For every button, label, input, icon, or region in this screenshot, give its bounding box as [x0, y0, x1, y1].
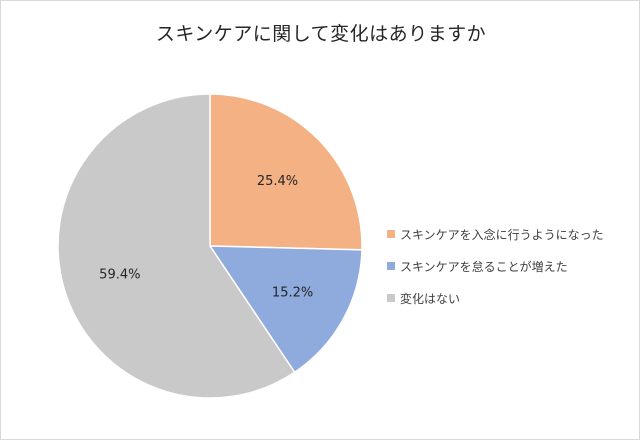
legend-swatch-1	[387, 230, 395, 238]
data-label-2: 15.2%	[272, 285, 313, 300]
chart-title: スキンケアに関して変化はありますか	[155, 23, 487, 45]
legend-label-3: 変化はない	[400, 291, 461, 306]
legend-swatch-2	[387, 262, 395, 270]
legend-label-2: スキンケアを怠ることが増えた	[400, 259, 568, 274]
legend-label-1: スキンケアを入念に行うようになった	[400, 227, 604, 242]
legend-item-2: スキンケアを怠ることが増えた	[387, 255, 604, 277]
legend-swatch-3	[387, 294, 395, 302]
pie-slice-3	[57, 93, 296, 399]
data-label-3: 59.4%	[99, 267, 140, 282]
pie-slice-2	[208, 245, 363, 374]
data-label-1: 25.4%	[257, 174, 298, 189]
pie-slice-1	[209, 93, 363, 251]
legend-item-1: スキンケアを入念に行うようになった	[387, 223, 604, 245]
legend-item-3: 変化はない	[387, 287, 604, 309]
chart-legend: スキンケアを入念に行うようになった スキンケアを怠ることが増えた 変化はない	[387, 223, 604, 319]
